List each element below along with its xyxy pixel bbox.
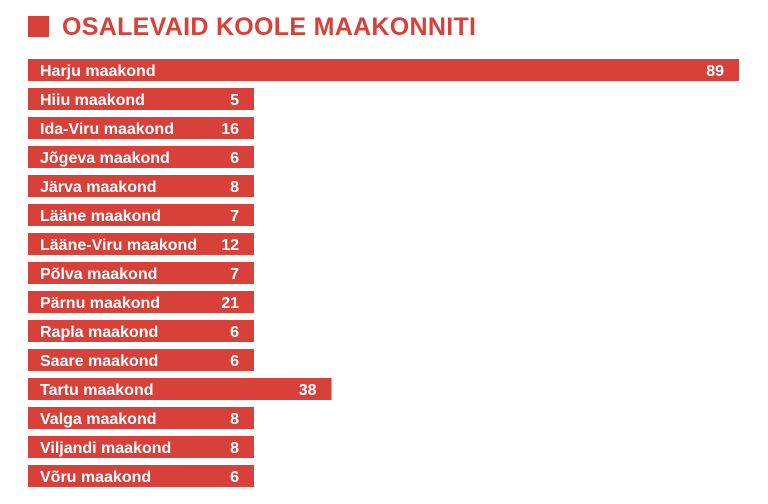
value-label: 7 (230, 266, 239, 283)
bar (28, 146, 254, 168)
category-label: Põlva maakond (40, 266, 157, 283)
value-label: 6 (230, 353, 239, 370)
bar (28, 175, 254, 197)
category-label: Järva maakond (40, 179, 157, 196)
value-label: 8 (230, 179, 239, 196)
category-label: Pärnu maakond (40, 295, 160, 312)
bar (28, 465, 254, 487)
value-label: 8 (230, 440, 239, 457)
value-label: 6 (230, 150, 239, 167)
value-label: 21 (221, 295, 239, 312)
category-label: Viljandi maakond (40, 440, 171, 457)
bar (28, 378, 332, 400)
value-label: 5 (230, 92, 239, 109)
category-label: Rapla maakond (40, 324, 158, 341)
category-label: Harju maakond (40, 63, 156, 80)
value-label: 16 (221, 121, 239, 138)
category-label: Valga maakond (40, 411, 157, 428)
value-label: 89 (706, 63, 724, 80)
bar (28, 291, 254, 313)
bar (28, 117, 254, 139)
bar (28, 349, 254, 371)
chart-title: OSALEVAID KOOLE MAAKONNITI (62, 13, 477, 41)
value-label: 7 (230, 208, 239, 225)
category-label: Võru maakond (40, 469, 151, 486)
bar (28, 204, 254, 226)
category-label: Saare maakond (40, 353, 158, 370)
bar (28, 233, 254, 255)
bar (28, 436, 254, 458)
bar (28, 88, 254, 110)
category-label: Jõgeva maakond (40, 150, 170, 167)
value-label: 6 (230, 469, 239, 486)
value-label: 12 (221, 237, 239, 254)
category-label: Ida-Viru maakond (40, 121, 174, 138)
title-square-icon (28, 16, 49, 37)
category-label: Tartu maakond (40, 382, 154, 399)
category-label: Lääne-Viru maakond (40, 237, 197, 254)
value-label: 8 (230, 411, 239, 428)
value-label: 38 (299, 382, 317, 399)
value-label: 6 (230, 324, 239, 341)
bar (28, 262, 254, 284)
bar (28, 320, 254, 342)
bar (28, 407, 254, 429)
bar (28, 59, 739, 81)
category-label: Lääne maakond (40, 208, 161, 225)
category-label: Hiiu maakond (40, 92, 145, 109)
